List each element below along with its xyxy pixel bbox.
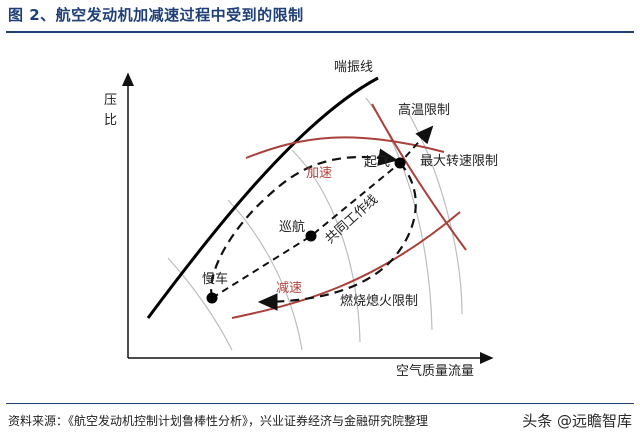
iso-speed-line-1: [167, 257, 233, 351]
acceleration-path: [210, 148, 399, 299]
cruise-label: 巡航: [279, 219, 305, 235]
working-line-label: 共同工作线: [323, 192, 381, 247]
axes: [122, 72, 494, 364]
combustion-limit-curve: [231, 211, 461, 319]
high-temp-limit-label: 高温限制: [398, 102, 450, 118]
idle-label: 慢车: [202, 271, 228, 287]
footer-divider: [6, 403, 634, 404]
takeoff-label: 起飞: [364, 155, 390, 170]
deceleration-path: [257, 162, 417, 311]
surge-line: [146, 76, 379, 319]
surge-line-label: 喘振线: [334, 59, 373, 75]
working-line: [211, 125, 434, 299]
acceleration-label: 加速: [306, 166, 332, 181]
idle-point: [206, 292, 218, 304]
takeoff-point: [394, 157, 406, 169]
operating-points: [206, 157, 406, 304]
iso-speed-line-2: [227, 199, 303, 351]
high-temp-limit-curve: [245, 136, 445, 159]
max-speed-limit-curve: [371, 103, 467, 251]
figure-title: 图 2、航空发动机加减速过程中受到的限制: [8, 6, 304, 24]
iso-speed-line-3: [291, 149, 361, 343]
source-note: 资料来源：《航空发动机控制计划鲁棒性分析》，兴业证券经济与金融研究院整理: [8, 414, 429, 428]
limit-curves: [231, 103, 467, 319]
y-axis-label-bottom: 比: [104, 113, 117, 128]
combustion-limit-label: 燃烧熄火限制: [340, 293, 418, 309]
x-axis-label: 空气质量流量: [396, 363, 474, 379]
deceleration-label: 减速: [276, 281, 302, 296]
max-speed-limit-label: 最大转速限制: [420, 154, 498, 169]
iso-speed-lines: [167, 97, 463, 351]
title-divider: [6, 31, 634, 33]
cruise-point: [305, 230, 317, 242]
y-axis-label-top: 压: [104, 93, 117, 108]
watermark-text: 头条 @远瞻智库: [522, 412, 632, 430]
